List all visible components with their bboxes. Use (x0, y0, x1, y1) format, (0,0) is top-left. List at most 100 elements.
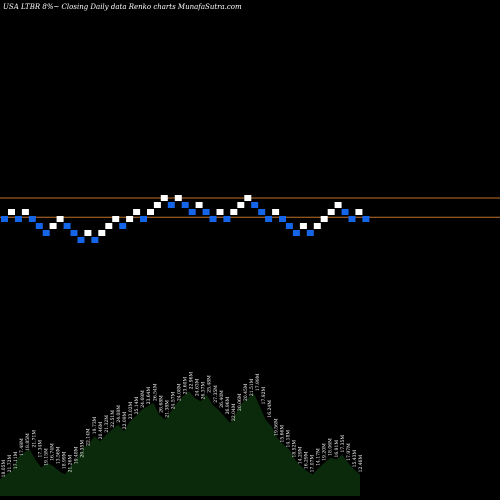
volume-label: 25.48M (207, 375, 213, 393)
renko-brick-down (202, 209, 210, 215)
volume-label: 25.14M (134, 396, 140, 414)
volume-label: 21.71M (31, 430, 37, 448)
volume-label: 23.64M (146, 387, 152, 405)
renko-brick-up (147, 209, 154, 215)
renko-brick-down (341, 209, 349, 215)
volume-label: 26.37M (201, 382, 207, 400)
renko-brick-down (181, 202, 189, 208)
volume-label: 23.60M (183, 377, 189, 395)
renko-brick-up (195, 202, 203, 208)
renko-brick-up (320, 216, 328, 222)
renko-brick-down (251, 202, 259, 208)
volume-label: 21.26M (68, 455, 74, 473)
renko-brick-up (153, 202, 161, 208)
volume-label: 16.91M (334, 440, 340, 458)
volume-label: 14.17M (316, 448, 322, 466)
volume-label: 24.69M (140, 390, 146, 408)
volume-label: 21.72M (7, 455, 13, 473)
volume-label: 22.14M (86, 428, 92, 446)
volume-label: 18.99M (62, 451, 68, 469)
volume-label: 16.29M (304, 451, 310, 469)
renko-brick-down (1, 216, 8, 222)
volume-label: 17.35M (340, 435, 346, 453)
volume-label: 24.08M (116, 405, 122, 423)
volume-label: 14.18M (285, 430, 291, 448)
volume-label: 19.20M (322, 443, 328, 461)
volume-label: 18.05M (1, 460, 7, 478)
renko-brick-up (237, 202, 245, 208)
renko-brick-up (313, 223, 321, 229)
renko-brick-up (327, 209, 335, 215)
volume-label: 26.96M (225, 396, 231, 414)
volume-label: 14.29M (298, 446, 304, 464)
renko-brick-down (119, 223, 127, 229)
renko-brick-down (265, 216, 273, 222)
renko-brick-down (285, 223, 293, 229)
renko-brick-down (14, 216, 22, 222)
volume-label: 19.48M (74, 446, 80, 464)
renko-brick-up (98, 230, 106, 236)
volume-label: 19.15M (43, 448, 49, 466)
renko-brick-up (334, 202, 342, 208)
volume-label: 17.11M (13, 451, 19, 469)
renko-brick-down (167, 202, 175, 208)
volume-label: 26.40M (219, 390, 225, 408)
renko-brick-down (63, 223, 71, 229)
volume-label: 22.96M (189, 372, 195, 390)
renko-brick-up (21, 209, 29, 215)
volume-label: 15.43M (352, 450, 358, 468)
volume-label: 17.34M (37, 440, 43, 458)
renko-brick-up (216, 209, 224, 215)
volume-label: 24.08M (177, 383, 183, 401)
volume-label: 26.68M (158, 395, 164, 413)
renko-brick-up (160, 195, 168, 201)
volume-label: 24.63M (195, 378, 201, 396)
renko-brick-down (362, 216, 370, 222)
volume-label: 21.32M (104, 415, 110, 433)
volume-label: 16.24M (267, 400, 273, 418)
volume-label: 22.04M (231, 403, 237, 421)
renko-brick-down (306, 230, 314, 236)
volume-label: 18.85M (25, 433, 31, 451)
renko-brick-up (244, 195, 252, 201)
renko-brick-down (140, 216, 147, 222)
volume-label: 22.09M (122, 411, 128, 429)
volume-label: 17.48M (19, 438, 25, 456)
volume-label: 21.51M (249, 378, 255, 396)
renko-brick-down (77, 237, 85, 243)
volume-label: 18.06M (328, 438, 334, 456)
volume-label: 23.02M (128, 401, 134, 419)
volume-label: 20.45M (243, 383, 249, 401)
renko-brick-up (112, 216, 120, 222)
volume-label: 24.57M (170, 391, 176, 409)
renko-brick-up (84, 230, 92, 236)
renko-brick-down (292, 230, 300, 236)
renko-brick-up (8, 209, 15, 215)
volume-label: 27.35M (213, 385, 219, 403)
volume-label: 13.56M (56, 446, 62, 464)
volume-label: 22.51M (110, 410, 116, 428)
volume-label: 18.52M (291, 440, 297, 458)
chart-title: USA LTBR 8%~ Closing Daily data Renko ch… (3, 3, 242, 11)
renko-brick-down (42, 230, 50, 236)
renko-brick-up (126, 216, 134, 222)
renko-brick-down (223, 216, 231, 222)
volume-label: 20.46M (98, 421, 104, 439)
renko-brick-down (35, 223, 43, 229)
volume-label: 21.38M (164, 400, 170, 418)
renko-brick-up (272, 209, 280, 215)
volume-label: 26.54M (152, 383, 158, 401)
volume-label: 15.66M (279, 425, 285, 443)
renko-brick-up (133, 209, 141, 215)
renko-brick-down (258, 209, 266, 215)
volume-label: 16.74M (49, 443, 55, 461)
renko-brick-up (49, 223, 57, 229)
renko-bricks (1, 195, 370, 243)
volume-label: 20.35M (80, 440, 86, 458)
volume-label: 19.73M (92, 416, 98, 434)
volume-label: 17.92M (261, 387, 267, 405)
volume-label: 20.06M (237, 393, 243, 411)
